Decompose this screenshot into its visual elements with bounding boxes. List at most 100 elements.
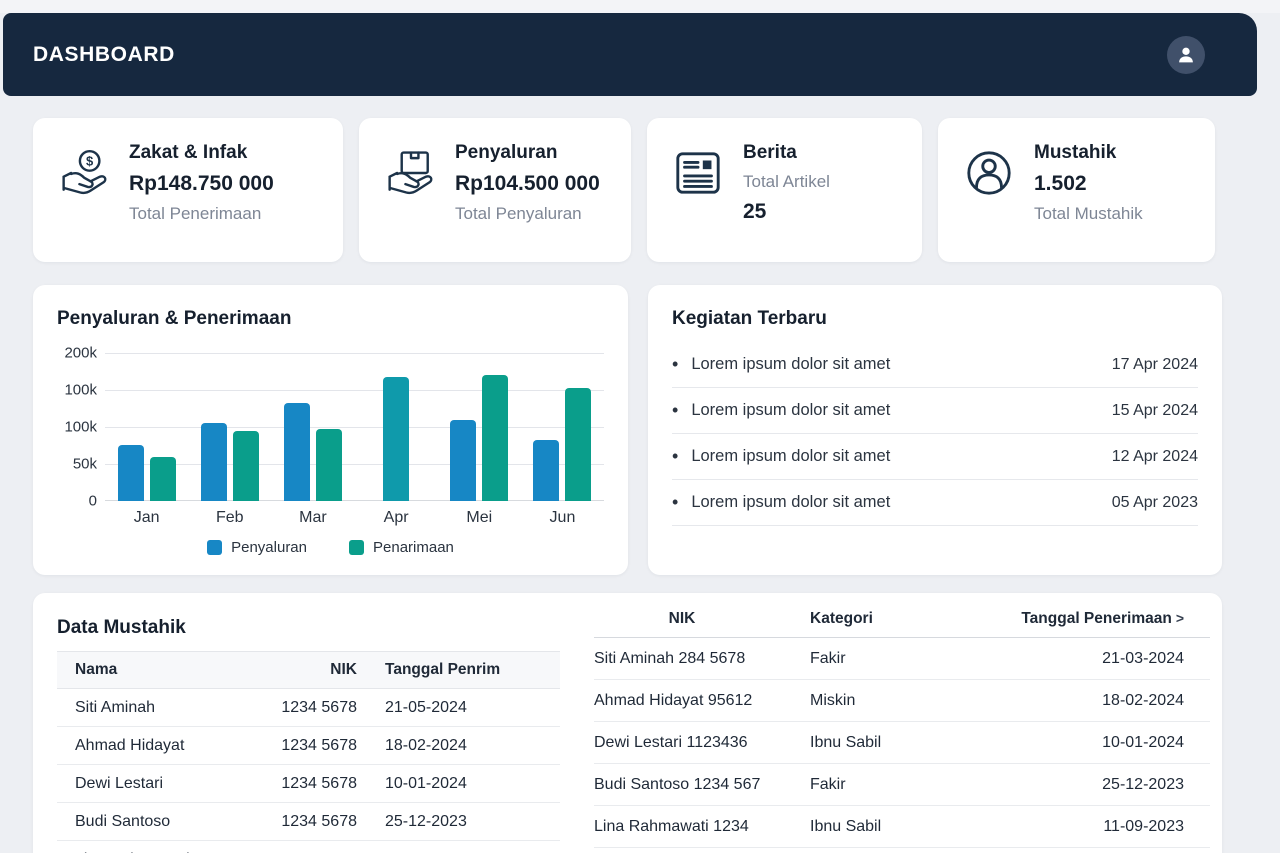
table-row: Ahmad Hidayat 1234 5678 18-02-2024 [57,727,560,765]
cell-tanggal: 21-05-2024 [385,698,467,716]
activity-text: Lorem ipsum dolor sit amet [691,401,891,419]
table-row: Siti Aminah 284 5678 Fakir 21-03-2024 [594,638,1210,680]
stat-title: Mustahik [1034,142,1117,163]
bar-penarimaan-mei [482,375,509,501]
left-table-header: Nama NIK Tanggal Penrim [57,652,560,689]
gridline [105,427,604,428]
stat-card-zakat-infak: $ Zakat & Infak Rp148.750 000 Total Pene… [33,118,343,262]
cell-nama: Dewi Lestari [75,774,164,792]
chevron-right-icon: > [1175,610,1184,626]
stat-value: 25 [743,200,767,223]
cell-tanggal: 25-12-2023 [385,812,467,830]
hand-box-icon [385,142,439,198]
chart-panel: Penyaluran & Penerimaan 200k 100k 100k 50k 0… [33,285,628,575]
cell-nik: Budi Santoso 1234 567 [594,775,761,793]
cell-tanggal: 21-03-2024 [1102,649,1184,667]
chart-y-axis: 200k 100k 100k 50k 0 [57,345,105,510]
column-header-nama: Nama [75,661,118,678]
cell-tanggal: 25-12-2023 [1102,775,1184,793]
activity-item: • Lorem ipsum dolor sit amet 17 Apr 2024 [672,342,1198,388]
legend-item-penarimaan[interactable]: Penarimaan [349,539,454,556]
stat-subtitle: Total Penyaluran [455,204,582,223]
cell-nik: Dewi Lestari 1123436 [594,733,748,751]
cell-nama: Siti Aminah [75,698,156,716]
table-row: Ahmad Hidayat 95612 Miskin 18-02-2024 [594,680,1210,722]
y-tick-label: 50k [72,455,97,473]
cell-tanggal: 11-07-2023 [357,851,560,853]
stat-subtitle: Total Penerimaan [129,204,262,223]
mustahik-title: Data Mustahik [57,607,560,652]
x-tick-label: Jan [133,509,160,526]
gridline [105,390,604,391]
x-tick-label: Mei [466,509,493,526]
cell-nik: 1234 5678 [281,812,357,830]
cell-nama: Budi Santoso [75,812,171,830]
bar-group-feb [188,423,271,501]
column-header-tanggal-sort[interactable]: Tanggal Penerimaan > [950,610,1210,628]
activity-item: • Lorem ipsum dolor sit amet 05 Apr 2023 [672,480,1198,526]
activity-text: Lorem ipsum dolor sit amet [691,355,891,373]
panels-row: Penyaluran & Penerimaan 200k 100k 100k 50k 0… [33,285,1222,575]
bar-group-jan [105,445,188,501]
activity-date: 17 Apr 2024 [1111,355,1198,373]
table-row: Lina Rahmawati 1234 5678 11-07-2023 [57,841,560,853]
gridline [105,464,604,465]
activity-item: • Lorem ipsum dolor sit amet 15 Apr 2024 [672,388,1198,434]
bar-chart: 200k 100k 100k 50k 0 [57,345,604,510]
cell-kategori: Ibnu Sabil [810,733,882,751]
bar-penyaluran-apr [383,377,410,501]
x-tick-label: Jun [549,509,576,526]
bullet-icon: • [672,400,679,420]
cell-kategori: Fakir [810,649,846,667]
cell-nik: 1234 5678 [262,851,357,853]
activity-date: 05 Apr 2023 [1111,493,1198,511]
right-table-header: NIK Kategori Tanggal Penerimaan > [594,601,1210,638]
activity-list: • Lorem ipsum dolor sit amet 17 Apr 2024… [672,342,1198,526]
table-row: Budi Santoso 1234 567 Fakir 25-12-2023 [594,764,1210,806]
x-tick-label: Mar [299,509,327,526]
bullet-icon: • [672,446,679,466]
chart-x-labels: Jan Feb Mar Apr Mei Jun [105,509,604,527]
chart-title: Penyaluran & Penerimaan [57,308,292,329]
mustahik-right-table: NIK Kategori Tanggal Penerimaan > Siti Am… [594,601,1210,848]
stat-card-text: Zakat & Infak Rp148.750 000 Total Peneri… [129,142,274,224]
table-row: Dewi Lestari 1234 5678 10-01-2024 [57,765,560,803]
stat-card-mustahik: Mustahik 1.502 Total Mustahik [938,118,1215,262]
app-header: DASHBOARD [3,13,1257,96]
stat-value: Rp104.500 000 [455,172,600,195]
svg-text:$: $ [86,154,94,169]
stat-cards-row: $ Zakat & Infak Rp148.750 000 Total Pene… [33,118,1222,262]
y-tick-label: 100k [64,381,97,399]
chart-plot [105,353,604,501]
bar-penarimaan-mar [315,429,342,501]
cell-kategori: Fakir [810,775,846,793]
bar-group-mei [438,375,521,501]
activity-left: • Lorem ipsum dolor sit amet [672,446,890,467]
stat-card-text: Berita Total Artikel 25 [743,142,830,224]
legend-swatch-teal [349,540,364,555]
mustahik-left-table: Data Mustahik Nama NIK Tanggal Penrim Si… [57,607,560,853]
stat-title: Berita [743,142,797,163]
bar-penyaluran-jun [533,440,560,501]
activity-date: 15 Apr 2024 [1111,401,1198,419]
activity-text: Lorem ipsum dolor sit amet [691,447,891,465]
x-tick-label: Feb [215,509,244,526]
stat-card-penyaluran: Penyaluran Rp104.500 000 Total Penyalura… [359,118,631,262]
bar-penarimaan-jun [565,388,592,501]
legend-item-penyaluran[interactable]: Penyaluran [207,539,307,556]
column-header-nik: NIK [330,661,357,678]
table-row: Budi Santoso 1234 5678 25-12-2023 [57,803,560,841]
data-mustahik-card: Data Mustahik Nama NIK Tanggal Penrim Si… [33,593,1222,853]
y-tick-label: 100k [64,418,97,436]
top-strip [0,0,1280,13]
cell-tanggal: 18-02-2024 [385,736,467,754]
cell-nik: 1234 5678 [281,774,357,792]
cell-tanggal: 10-01-2024 [385,774,467,792]
x-tick-label: Apr [383,509,409,526]
avatar-button[interactable] [1167,35,1205,74]
column-header-nik: NIK [668,610,696,627]
cell-nama: Lina Rahmawati [57,851,262,853]
column-header-kategori: Kategori [810,610,873,627]
stat-title: Zakat & Infak [129,142,248,163]
column-header-tanggal: Tanggal Penrim [385,661,501,678]
